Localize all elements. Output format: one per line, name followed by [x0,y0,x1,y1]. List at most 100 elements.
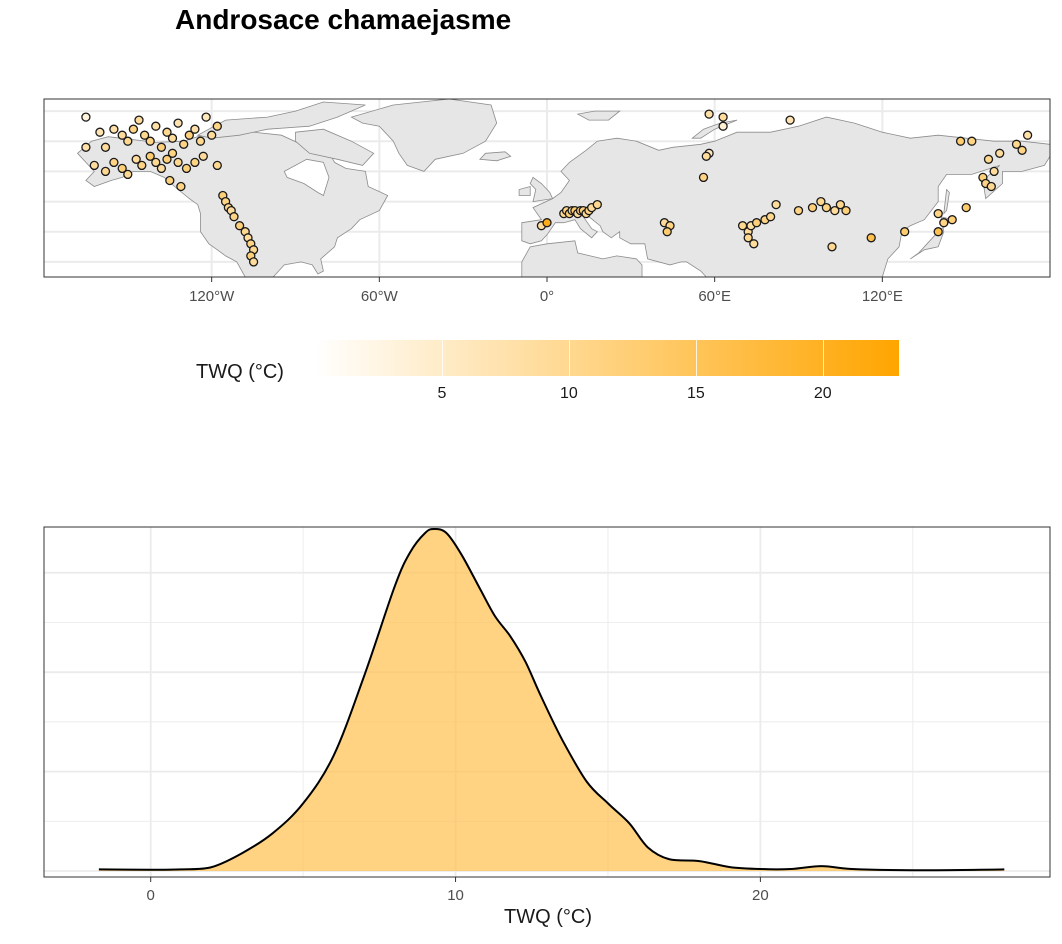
occurrence-point [190,124,200,134]
occurrence-point [128,124,139,134]
occurrence-point [718,121,728,131]
occurrence-point [807,202,818,213]
occurrence-point [81,142,91,152]
land-hudson-bay-water [283,158,330,197]
occurrence-point [173,118,183,128]
occurrence-point [176,181,186,192]
occurrence-point [704,109,714,119]
occurrence-point [983,154,994,164]
density-x-axis: 0 10 20 [147,877,769,904]
occurrence-point [156,163,167,174]
occurrence-point [816,196,826,207]
occurrence-point [841,205,851,216]
occurrence-point [134,115,144,125]
occurrence-point [793,205,804,216]
occurrence-point [771,199,781,210]
occurrence-point [542,218,552,228]
occurrence-point [207,130,217,140]
occurrence-point [123,136,133,146]
occurrence-point [198,151,208,161]
density-area [98,528,1005,871]
occurrence-point [181,163,192,174]
occurrence-point [821,202,832,213]
map-points [81,109,1033,267]
occurrence-point [1017,145,1027,155]
land-baffin-island [295,128,375,166]
legend-tick [568,340,570,376]
occurrence-point [162,154,172,164]
occurrence-point [139,130,150,140]
density-line [98,527,1005,872]
occurrence-point [592,199,602,210]
occurrence-point [184,130,194,140]
occurrence-point [165,175,175,186]
occurrence-point [900,227,910,237]
occurrence-point [229,212,239,222]
map-x-tick-label: 60°W [361,288,399,305]
occurrence-point [933,208,943,219]
occurrence-point [195,136,206,146]
occurrence-point [117,130,127,140]
map-x-tick-label: 0° [540,288,554,305]
density-grid [44,527,1050,877]
legend-title: TWQ (°C) [196,361,284,383]
legend-tick [822,340,824,376]
occurrence-point [167,133,178,143]
legend-colorbar [315,340,899,376]
density-x-tick-label: 20 [752,887,769,904]
occurrence-point [89,160,99,171]
occurrence-point [145,151,155,161]
occurrence-point [162,127,172,137]
occurrence-point [234,221,245,231]
legend-tick-label: 10 [559,385,578,402]
legend-tick-label: 5 [437,385,447,402]
land-sakhalin [943,188,950,215]
legend-tick [442,340,443,376]
occurrence-point [933,227,943,237]
occurrence-point [835,199,846,210]
occurrence-point [986,181,996,192]
occurrence-point [95,127,105,137]
density-background [44,527,1050,877]
density-panel-border [43,526,1051,878]
occurrence-point [939,218,949,228]
occurrence-point [179,139,189,149]
occurrence-point [765,212,776,222]
occurrence-point [151,157,161,168]
occurrence-point [156,142,167,152]
land-ireland [518,185,531,196]
density-x-tick-label: 10 [447,887,464,904]
occurrence-point [190,157,200,168]
occurrence-point [100,142,111,152]
land-iceland [479,151,512,162]
legend-tick [695,340,697,376]
occurrence-point [995,148,1005,158]
occurrence-point [751,218,762,228]
occurrence-point [662,227,672,237]
occurrence-point [100,166,111,177]
occurrence-point [1011,139,1022,149]
map-panel: 120°W 60°W 0° 60°E 120°E [43,98,1051,305]
map-x-tick-label: 120°W [189,288,235,305]
land-greenland [350,99,498,172]
occurrence-point [955,136,966,146]
occurrence-point [989,166,999,177]
occurrence-point [167,148,178,158]
occurrence-point [212,160,222,171]
occurrence-point [109,124,119,134]
occurrence-point [718,112,728,122]
occurrence-point [830,205,840,216]
occurrence-point [109,157,119,168]
occurrence-point [81,112,91,122]
land-canadian-arctic-islands [196,101,366,139]
occurrence-point [123,169,133,180]
legend-tick-label: 20 [813,385,832,402]
map-x-axis: 120°W 60°W 0° 60°E 120°E [189,277,903,305]
occurrence-point [137,160,147,171]
occurrence-point [961,202,971,213]
land-svalbard [576,110,621,121]
map-x-tick-label: 60°E [698,288,731,305]
occurrence-point [967,136,977,146]
x-axis-title: TWQ (°C) [504,906,592,928]
occurrence-point [701,151,711,161]
